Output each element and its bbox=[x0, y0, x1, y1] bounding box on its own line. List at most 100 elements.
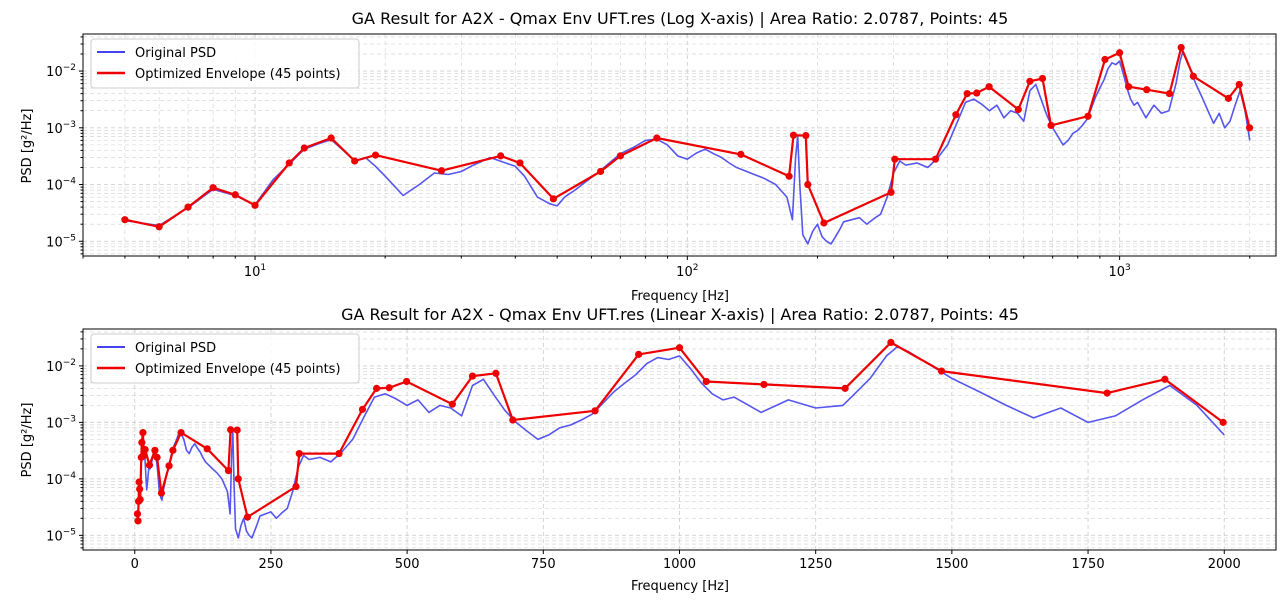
x-tick-label: 102 bbox=[676, 263, 698, 280]
envelope-point bbox=[516, 159, 524, 167]
envelope-point bbox=[820, 219, 828, 227]
envelope-point bbox=[497, 152, 505, 160]
envelope-point bbox=[468, 372, 477, 380]
envelope-point bbox=[373, 384, 381, 392]
envelope-point bbox=[385, 384, 393, 392]
envelope-point bbox=[675, 344, 684, 352]
envelope-point bbox=[963, 90, 971, 98]
envelope-point bbox=[737, 150, 745, 158]
envelope-point bbox=[184, 203, 192, 211]
envelope-point bbox=[973, 89, 981, 97]
envelope-point bbox=[292, 482, 300, 491]
envelope-point bbox=[251, 201, 259, 209]
series-optimized-envelope bbox=[136, 341, 1224, 522]
envelope-point bbox=[1161, 375, 1169, 383]
legend-box bbox=[90, 333, 360, 384]
envelope-point bbox=[141, 445, 149, 454]
y-tick-label: 10−2 bbox=[46, 358, 76, 375]
chart-log-x: GA Result for A2X - Qmax Env UFT.res (Lo… bbox=[20, 9, 1277, 304]
envelope-point bbox=[1235, 80, 1243, 89]
x-tick-label: 2000 bbox=[1208, 557, 1241, 572]
y-tick-label: 10−4 bbox=[46, 177, 76, 194]
envelope-point bbox=[203, 445, 211, 453]
envelope-point bbox=[887, 188, 895, 196]
envelope-point bbox=[233, 426, 241, 434]
legend-label-envelope: Optimized Envelope (45 points) bbox=[135, 362, 341, 377]
envelope-point bbox=[785, 172, 793, 180]
x-tick-label: 101 bbox=[244, 263, 266, 280]
x-axis-label: Frequency [Hz] bbox=[631, 579, 729, 594]
x-tick-label: 1500 bbox=[935, 557, 968, 572]
envelope-point bbox=[1245, 124, 1254, 132]
x-tick-label: 250 bbox=[259, 557, 284, 572]
envelope-point bbox=[351, 157, 359, 165]
envelope-point bbox=[121, 216, 129, 224]
envelope-point bbox=[448, 400, 456, 408]
envelope-point bbox=[616, 152, 624, 160]
envelope-point bbox=[209, 184, 217, 192]
legend-box bbox=[90, 38, 360, 89]
chart-linear-x: GA Result for A2X - Qmax Env UFT.res (Li… bbox=[20, 305, 1277, 594]
y-axis-label: PSD [g²/Hz] bbox=[20, 109, 35, 184]
envelope-point bbox=[1165, 90, 1174, 98]
x-tick-label: 750 bbox=[531, 557, 556, 572]
envelope-point bbox=[591, 407, 599, 415]
y-tick-label: 10−5 bbox=[46, 527, 76, 544]
envelope-point bbox=[327, 134, 335, 142]
envelope-point bbox=[702, 377, 710, 386]
envelope-point bbox=[1219, 418, 1227, 426]
envelope-point bbox=[145, 461, 154, 469]
envelope-point bbox=[760, 380, 768, 389]
axis-ticks: 10−5 10−4 10−3 10−2 101 102 103 bbox=[46, 36, 1251, 280]
envelope-point bbox=[335, 449, 343, 458]
envelope-point bbox=[1224, 94, 1233, 102]
envelope-point bbox=[295, 449, 303, 458]
x-tick-label: 0 bbox=[131, 557, 139, 572]
chart-title: GA Result for A2X - Qmax Env UFT.res (Li… bbox=[341, 305, 1019, 324]
envelope-point bbox=[841, 384, 849, 392]
envelope-point bbox=[133, 510, 142, 518]
legend-label-envelope: Optimized Envelope (45 points) bbox=[135, 67, 341, 82]
y-tick-label: 10−3 bbox=[46, 120, 76, 137]
envelope-point bbox=[155, 223, 163, 231]
envelope-point bbox=[937, 367, 946, 375]
x-axis-label: Frequency [Hz] bbox=[631, 289, 729, 304]
envelope-point bbox=[789, 131, 798, 139]
plot-series bbox=[133, 338, 1227, 539]
envelope-point bbox=[157, 489, 166, 497]
envelope-point bbox=[136, 495, 144, 504]
envelope-point bbox=[169, 446, 177, 454]
envelope-point bbox=[549, 195, 557, 203]
series-optimized-envelope bbox=[124, 46, 1251, 228]
envelope-point bbox=[635, 350, 643, 358]
envelope-point bbox=[300, 144, 308, 152]
y-tick-label: 10−2 bbox=[46, 63, 76, 80]
envelope-point bbox=[1084, 112, 1092, 120]
envelope-point bbox=[234, 475, 242, 483]
x-tick-label: 500 bbox=[395, 557, 420, 572]
envelope-point bbox=[243, 513, 252, 521]
chart-title: GA Result for A2X - Qmax Env UFT.res (Lo… bbox=[352, 9, 1009, 28]
envelope-point bbox=[140, 451, 148, 460]
legend-label-original: Original PSD bbox=[135, 46, 216, 61]
envelope-point bbox=[135, 478, 143, 486]
plot-series bbox=[121, 43, 1254, 245]
envelope-point bbox=[931, 155, 940, 163]
envelope-point bbox=[887, 338, 895, 347]
envelope-point bbox=[231, 191, 239, 199]
envelope-point bbox=[1038, 74, 1047, 83]
envelope-point bbox=[437, 167, 446, 175]
x-tick-label: 1000 bbox=[663, 557, 696, 572]
x-tick-label: 1750 bbox=[1072, 557, 1105, 572]
grid bbox=[82, 34, 1276, 256]
envelope-point bbox=[1103, 389, 1111, 397]
envelope-point bbox=[165, 462, 173, 470]
envelope-point bbox=[891, 155, 899, 163]
y-tick-label: 10−3 bbox=[46, 414, 76, 431]
envelope-point bbox=[134, 517, 142, 525]
envelope-point bbox=[177, 428, 185, 437]
envelope-point bbox=[1026, 77, 1034, 85]
envelope-point bbox=[285, 159, 293, 167]
envelope-point bbox=[136, 485, 144, 493]
